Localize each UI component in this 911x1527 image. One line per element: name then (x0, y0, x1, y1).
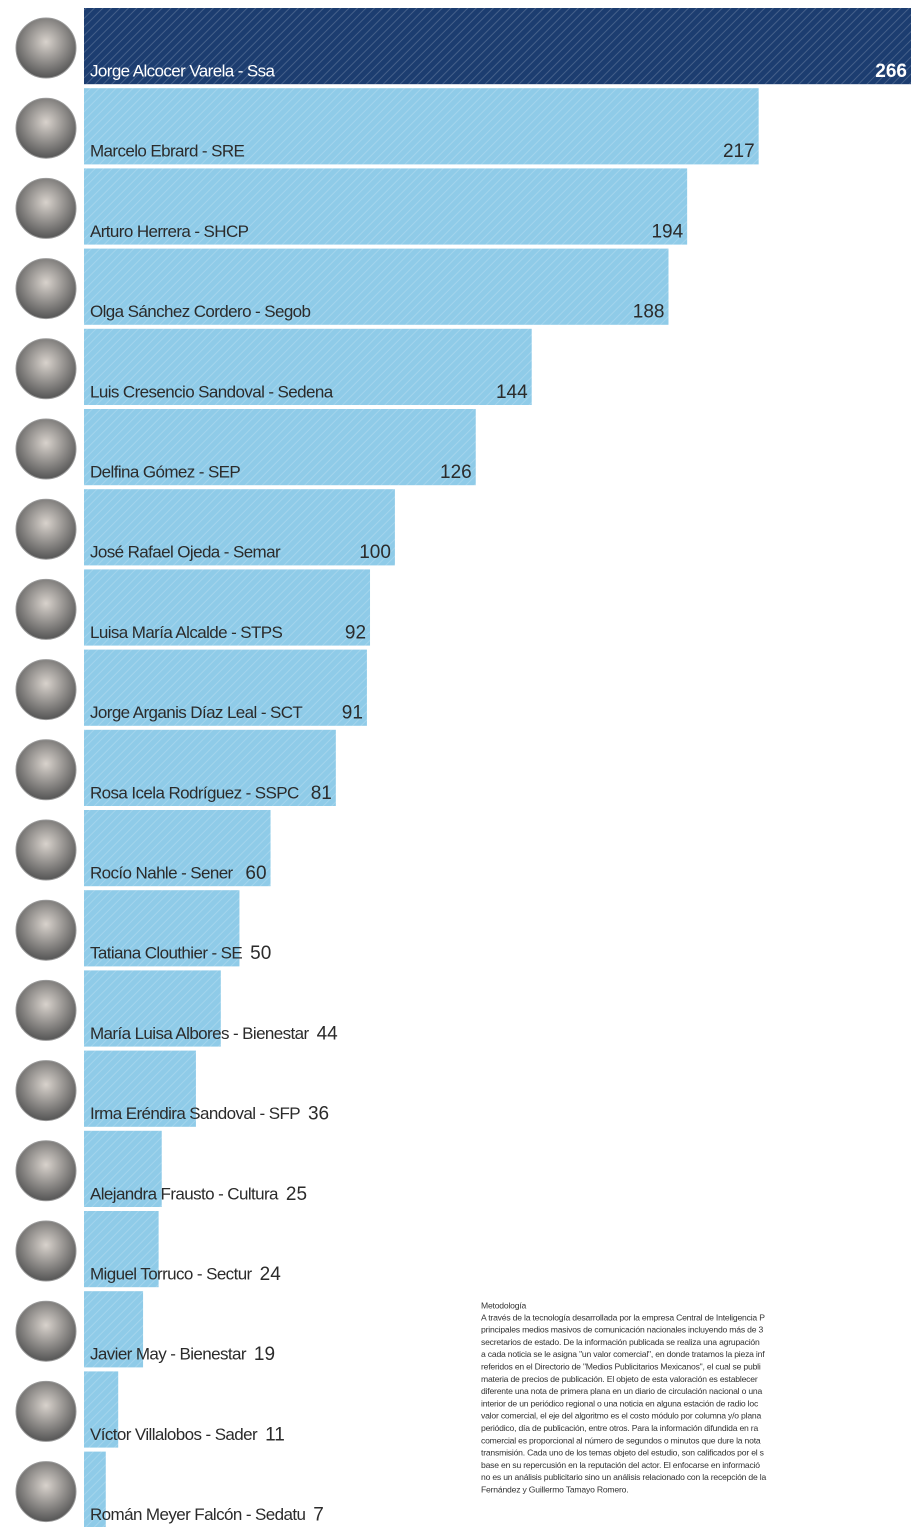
portrait (15, 1461, 77, 1523)
note-line: interior de un periódico regional o una … (481, 1398, 759, 1408)
note-line: Fernández y Guillermo Tamayo Romero. (481, 1484, 628, 1494)
portrait (15, 899, 77, 961)
bar-hatch (84, 88, 759, 165)
value-label: 11 (265, 1424, 285, 1445)
note-line: valor comercial, el eje del algoritmo es… (481, 1411, 761, 1421)
value-label: 91 (342, 703, 363, 724)
bar-label: Olga Sánchez Cordero - Segob (90, 302, 311, 321)
bar-label: Jorge Arganis Díaz Leal - SCT (90, 703, 302, 722)
bar-label: Jorge Alcocer Varela - Ssa (90, 61, 276, 80)
bar-hatch (84, 1371, 119, 1448)
note-line: base en su repercusión en la reputación … (481, 1460, 760, 1470)
bar-hatch (84, 8, 911, 85)
bar-hatch (84, 1211, 159, 1288)
bar-hatch (84, 489, 395, 566)
bar-label: Delfina Gómez - SEP (90, 462, 240, 481)
value-label: 25 (286, 1184, 307, 1205)
portrait (15, 17, 77, 79)
bar-hatch (84, 248, 669, 325)
portrait (15, 1220, 77, 1282)
bar-hatch (84, 649, 367, 726)
value-label: 188 (633, 302, 665, 323)
portrait (15, 659, 77, 721)
portrait (15, 979, 77, 1041)
value-label: 36 (308, 1104, 329, 1125)
value-label: 100 (359, 542, 391, 563)
value-label: 24 (260, 1264, 282, 1285)
bar-hatch (84, 168, 688, 245)
portrait (15, 739, 77, 801)
value-label: 194 (651, 221, 683, 242)
bar-label: Arturo Herrera - SHCP (90, 222, 249, 241)
note-line: no es un análisis publicitario sino un a… (481, 1472, 766, 1482)
portrait (15, 338, 77, 400)
bar-label: Rocío Nahle - Sener (90, 863, 234, 882)
bar-label: Irma Eréndira Sandoval - SFP (90, 1104, 300, 1123)
value-label: 44 (317, 1023, 339, 1044)
value-label: 144 (496, 382, 528, 403)
bar-label: Luisa María Alcalde - STPS (90, 623, 283, 642)
bar-hatch (84, 1291, 144, 1368)
note-line: materia de precios de publicación. El ob… (481, 1374, 758, 1384)
value-label: 126 (440, 462, 472, 483)
portrait (15, 258, 77, 320)
portrait (15, 1380, 77, 1442)
note-line: transmisión. Cada uno de los temas objet… (481, 1448, 764, 1458)
bar-label: Marcelo Ebrard - SRE (90, 142, 245, 161)
note-line: comercial es proporcional al número de s… (481, 1435, 761, 1445)
note-line: a cada noticia se le asigna "un valor co… (481, 1349, 765, 1359)
value-label: 7 (313, 1505, 324, 1526)
bar-label: Miguel Torruco - Sectur (90, 1264, 253, 1283)
value-label: 19 (254, 1344, 275, 1365)
portrait (15, 498, 77, 560)
portrait (15, 578, 77, 640)
note-line: periódico, día de publicación, entre otr… (481, 1423, 758, 1433)
bar-hatch (84, 328, 532, 405)
bar-hatch (84, 970, 221, 1047)
bar-label: Román Meyer Falcón - Sedatu (90, 1505, 305, 1524)
bar-label: Alejandra Frausto - Cultura (90, 1184, 279, 1203)
bar-hatch (84, 810, 271, 887)
portrait (15, 1300, 77, 1362)
portrait (15, 177, 77, 239)
bar-hatch (84, 409, 476, 486)
note-line: A través de la tecnología desarrollada p… (481, 1312, 765, 1322)
portrait (15, 1060, 77, 1122)
bar-label: Tatiana Clouthier - SE (90, 944, 242, 963)
bar-hatch (84, 1451, 106, 1527)
note-line: principales medios masivos de comunicaci… (481, 1325, 763, 1335)
note-line: secretarios de estado. De la información… (481, 1337, 760, 1347)
value-label: 50 (250, 943, 271, 964)
bar-label: Luis Cresencio Sandoval - Sedena (90, 382, 334, 401)
bar-hatch (84, 729, 336, 806)
value-label: 81 (311, 783, 332, 804)
portrait (15, 1140, 77, 1202)
value-label: 266 (875, 61, 907, 82)
portrait (15, 819, 77, 881)
bar-label: María Luisa Albores - Bienestar (90, 1024, 310, 1043)
bar-label: Javier May - Bienestar (90, 1345, 247, 1364)
value-label: 60 (245, 863, 266, 884)
note-line: referidos en el Directorio de "Medios Pu… (481, 1361, 761, 1371)
value-label: 92 (345, 622, 366, 643)
bar-hatch (84, 1050, 196, 1127)
note-line: diferente una nota de primera plana en u… (481, 1386, 763, 1396)
bar-label: Rosa Icela Rodríguez - SSPC (90, 783, 299, 802)
bar-label: José Rafael Ojeda - Semar (90, 543, 281, 562)
bar-hatch (84, 890, 240, 967)
portrait (15, 418, 77, 480)
value-label: 217 (723, 141, 755, 162)
bar-hatch (84, 569, 371, 646)
portrait (15, 97, 77, 159)
note-title: Metodología (481, 1300, 527, 1310)
bar-label: Víctor Villalobos - Sader (90, 1425, 258, 1444)
bar-hatch (84, 1130, 162, 1207)
